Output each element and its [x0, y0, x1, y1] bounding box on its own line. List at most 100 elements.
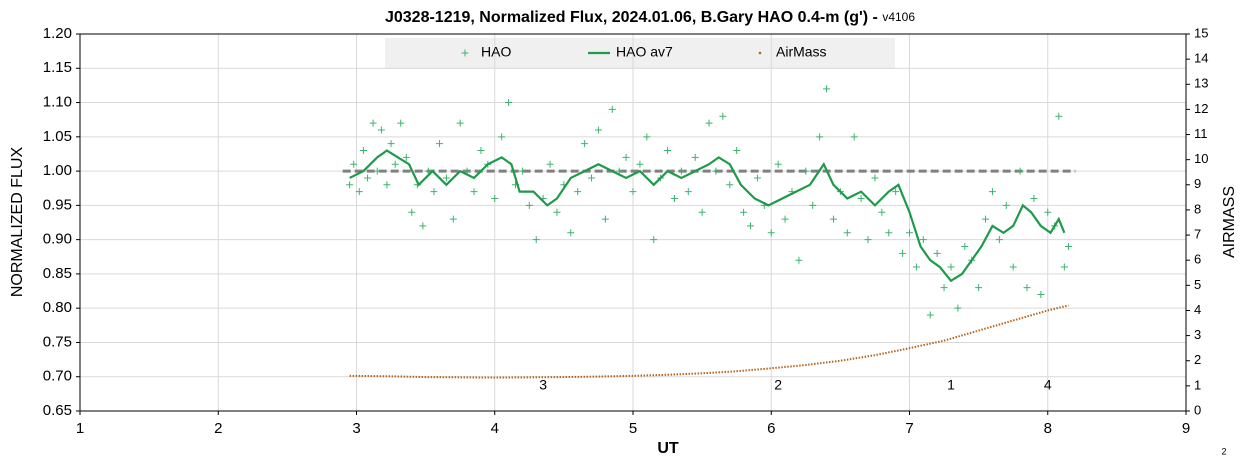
data-point [1023, 284, 1031, 292]
data-point [933, 249, 941, 257]
y2-tick-label: 6 [1194, 252, 1201, 267]
data-point [456, 119, 464, 127]
y2-tick-label: 10 [1194, 151, 1208, 166]
data-point [402, 153, 410, 161]
data-point [435, 140, 443, 148]
y2-tick-label: 3 [1194, 327, 1201, 342]
y2-tick-label: 2 [1194, 352, 1201, 367]
data-point [926, 311, 934, 319]
data-point [975, 284, 983, 292]
data-point [629, 188, 637, 196]
data-point [802, 167, 810, 175]
airmass-line [349, 304, 1069, 379]
data-point [795, 256, 803, 264]
data-point [1016, 167, 1024, 175]
y2-tick-label: 14 [1194, 51, 1208, 66]
y-tick-label: 1.00 [43, 162, 72, 179]
data-point [919, 236, 927, 244]
data-point [823, 85, 831, 93]
data-point [670, 195, 678, 203]
title-suffix: v4106 [882, 10, 915, 24]
y2-tick-label: 15 [1194, 25, 1208, 40]
data-point [419, 222, 427, 230]
data-point [498, 133, 506, 141]
data-point [912, 263, 920, 271]
y2-tick-label: 11 [1194, 126, 1208, 141]
y2-tick-label: 1 [1194, 377, 1201, 392]
data-point [1030, 195, 1038, 203]
data-point [449, 215, 457, 223]
data-point [383, 181, 391, 189]
data-point [1002, 201, 1010, 209]
data-point [1060, 263, 1068, 271]
legend-label: HAO av7 [616, 44, 673, 60]
x-tick-label: 2 [214, 420, 222, 437]
data-point [364, 174, 372, 182]
y2-tick-label: 0 [1194, 402, 1201, 417]
data-point [899, 249, 907, 257]
data-point [442, 174, 450, 182]
data-point [850, 133, 858, 141]
y-tick-label: 0.95 [43, 196, 72, 213]
data-point [397, 119, 405, 127]
y-tick-label: 0.75 [43, 333, 72, 350]
data-point [947, 263, 955, 271]
data-point [698, 208, 706, 216]
plot-frame [79, 33, 1187, 412]
annotation: 3 [539, 376, 547, 392]
data-point [691, 153, 699, 161]
data-point [774, 160, 782, 168]
data-point [391, 160, 399, 168]
data-point [546, 160, 554, 168]
x-tick-label: 4 [491, 420, 499, 437]
y-tick-label: 0.65 [43, 402, 72, 419]
data-point [505, 99, 513, 107]
y2-tick-label: 9 [1194, 176, 1201, 191]
y-tick-label: 0.90 [43, 231, 72, 248]
data-point [705, 119, 713, 127]
y-tick-label: 1.10 [43, 94, 72, 111]
y-axis-label: NORMALIZED FLUX [9, 147, 26, 298]
data-point [608, 105, 616, 113]
y-tick-label: 0.85 [43, 265, 72, 282]
data-point [664, 147, 672, 155]
legend-label: HAO [481, 44, 511, 60]
data-point [601, 215, 609, 223]
data-point [1009, 263, 1017, 271]
x-tick-label: 7 [905, 420, 913, 437]
data-point [477, 147, 485, 155]
data-point [767, 229, 775, 237]
data-point [684, 188, 692, 196]
data-point [1037, 290, 1045, 298]
data-point [594, 126, 602, 134]
data-point [954, 304, 962, 312]
data-point [719, 112, 727, 120]
x-tick-label: 8 [1044, 420, 1052, 437]
x-axis-label: UT [657, 440, 679, 457]
y-tick-label: 1.15 [43, 59, 72, 76]
data-point [885, 229, 893, 237]
y-tick-label: 1.20 [43, 25, 72, 42]
y2-tick-label: 8 [1194, 201, 1201, 216]
y2-axis-label: AIRMASS [1221, 186, 1238, 258]
data-point [525, 201, 533, 209]
data-point [369, 119, 377, 127]
legend-label: AirMass [776, 44, 827, 60]
x-tick-label: 3 [352, 420, 360, 437]
data-point [588, 174, 596, 182]
data-point [712, 167, 720, 175]
data-point [740, 208, 748, 216]
annotation: 2 [774, 376, 782, 392]
data-point [1055, 112, 1063, 120]
data-point [733, 147, 741, 155]
data-point [567, 229, 575, 237]
data-point [1064, 242, 1072, 250]
title-main: J0328-1219, Normalized Flux, 2024.01.06,… [385, 9, 882, 26]
chart-title: J0328-1219, Normalized Flux, 2024.01.06,… [385, 9, 915, 26]
data-point [377, 126, 385, 134]
data-point [747, 222, 755, 230]
legend-symbol [461, 49, 469, 57]
data-point [995, 236, 1003, 244]
legend-box [385, 38, 895, 69]
data-point [726, 181, 734, 189]
